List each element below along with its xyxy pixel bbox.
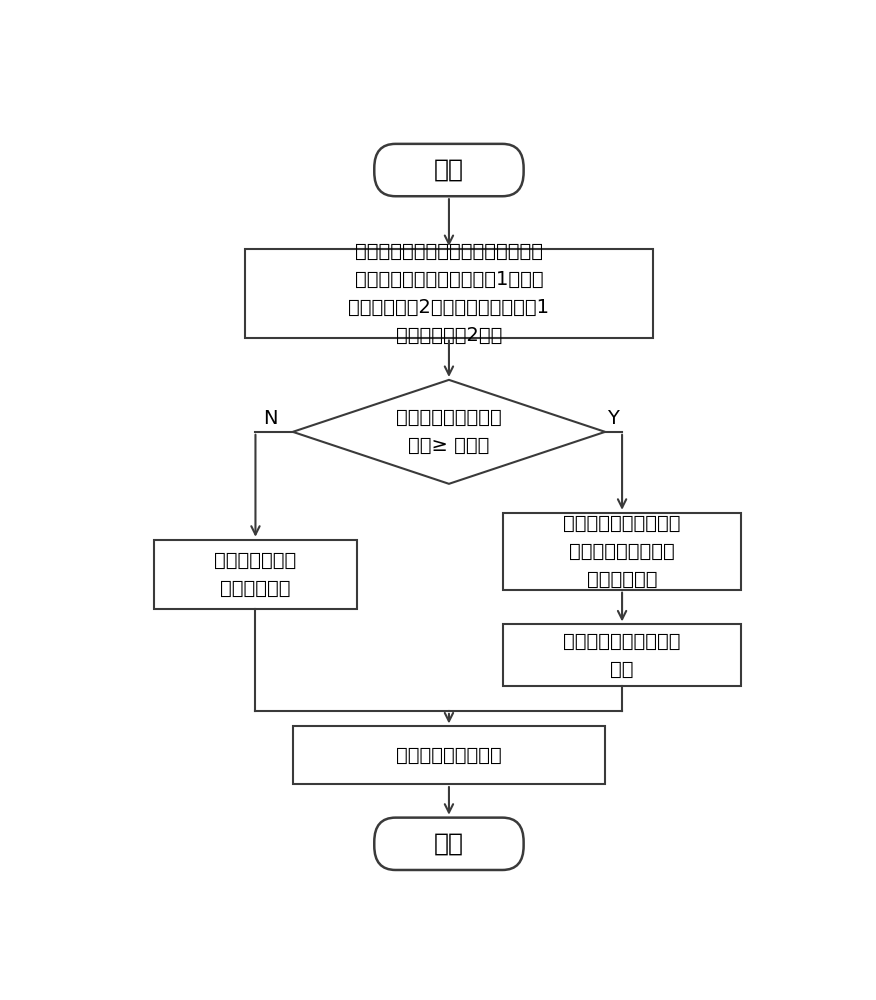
Text: 实时采集离合器出油口甩出油温度、
变速器输入轴转速、离合器1从动盘
转速、离合器2从动盘转速、离合器1
压力和离合器2压力: 实时采集离合器出油口甩出油温度、 变速器输入轴转速、离合器1从动盘 转速、离合器… <box>349 242 549 345</box>
Text: 输出冷却电磁阀电流: 输出冷却电磁阀电流 <box>396 746 502 765</box>
Text: N: N <box>263 409 278 428</box>
Text: 冷却电磁阀电流
恒定控制方式: 冷却电磁阀电流 恒定控制方式 <box>215 551 297 598</box>
Text: Y: Y <box>607 409 619 428</box>
Bar <box>293 726 605 784</box>
Text: 三输入单输出模糊控制
方式: 三输入单输出模糊控制 方式 <box>563 632 681 679</box>
Text: 开始: 开始 <box>434 158 464 182</box>
Bar <box>503 624 741 686</box>
Bar <box>503 513 741 590</box>
Text: 离合器出油口甩出油
温度≥ 阈值？: 离合器出油口甩出油 温度≥ 阈值？ <box>396 408 502 455</box>
Bar <box>245 249 653 338</box>
Bar <box>153 540 357 609</box>
Text: 结束: 结束 <box>434 832 464 856</box>
Text: 计算离合器温度偏差、
离合器温度偏差变化
率、滑摩功率: 计算离合器温度偏差、 离合器温度偏差变化 率、滑摩功率 <box>563 514 681 589</box>
